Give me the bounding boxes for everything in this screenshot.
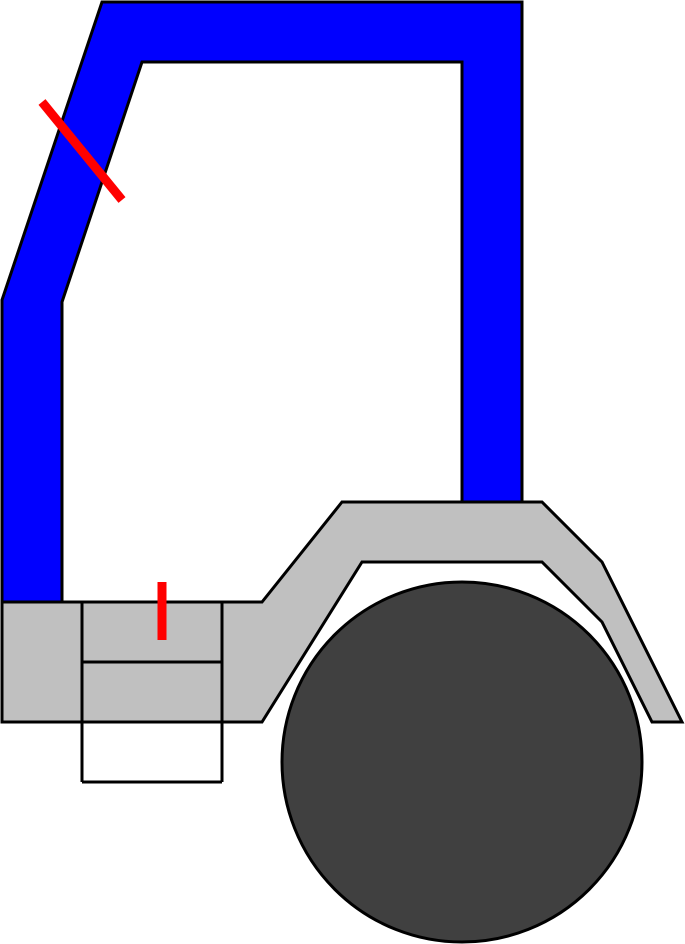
pillar-cut-marker (38, 99, 126, 203)
fender (0, 500, 685, 724)
step (80, 602, 224, 784)
wheel (280, 580, 644, 944)
